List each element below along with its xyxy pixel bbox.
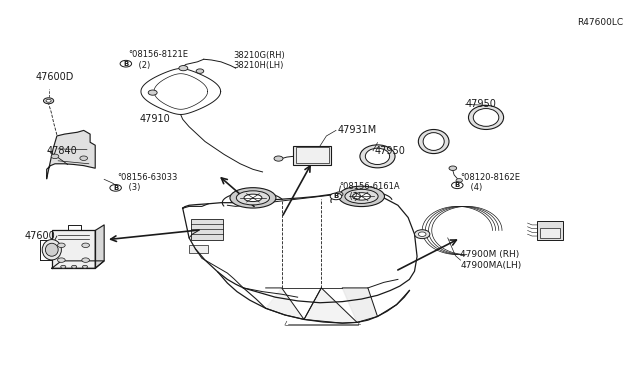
FancyBboxPatch shape: [537, 221, 563, 240]
Circle shape: [44, 98, 54, 104]
Text: 47950: 47950: [466, 99, 497, 109]
Text: °08156-63033
    (3): °08156-63033 (3): [118, 173, 178, 192]
Ellipse shape: [236, 191, 269, 205]
Ellipse shape: [365, 148, 390, 164]
Circle shape: [51, 154, 59, 158]
Ellipse shape: [244, 194, 262, 202]
Circle shape: [330, 193, 342, 200]
Ellipse shape: [473, 109, 499, 126]
Ellipse shape: [419, 129, 449, 154]
Text: 47931M: 47931M: [337, 125, 376, 135]
Text: 47600: 47600: [24, 231, 55, 241]
Circle shape: [46, 99, 51, 102]
FancyBboxPatch shape: [293, 146, 332, 164]
Ellipse shape: [45, 243, 58, 256]
Text: B: B: [454, 182, 460, 188]
Text: R47600LC: R47600LC: [577, 19, 623, 28]
Ellipse shape: [360, 145, 395, 168]
Text: B: B: [333, 193, 339, 199]
FancyBboxPatch shape: [189, 245, 208, 253]
Polygon shape: [342, 288, 378, 323]
Circle shape: [419, 232, 426, 236]
Text: 47900M (RH)
47900MA(LH): 47900M (RH) 47900MA(LH): [461, 250, 522, 270]
Polygon shape: [52, 231, 95, 268]
Circle shape: [82, 258, 90, 262]
Ellipse shape: [339, 186, 385, 206]
Ellipse shape: [423, 133, 444, 150]
Polygon shape: [47, 131, 95, 179]
FancyBboxPatch shape: [191, 219, 223, 240]
Circle shape: [61, 265, 66, 268]
Text: 47950: 47950: [374, 146, 405, 156]
Polygon shape: [52, 261, 104, 268]
Circle shape: [456, 179, 463, 182]
Text: 47910: 47910: [140, 114, 171, 124]
Text: °08120-8162E
    (4): °08120-8162E (4): [461, 173, 520, 192]
Text: 47600D: 47600D: [36, 72, 74, 82]
Circle shape: [72, 265, 77, 268]
Circle shape: [335, 192, 343, 196]
Circle shape: [452, 182, 463, 189]
Text: 47840: 47840: [47, 146, 77, 156]
Ellipse shape: [353, 193, 371, 200]
FancyBboxPatch shape: [296, 147, 329, 163]
Circle shape: [80, 156, 88, 160]
Polygon shape: [266, 288, 304, 320]
Circle shape: [196, 69, 204, 73]
Circle shape: [83, 265, 88, 268]
Text: B: B: [124, 61, 129, 67]
Ellipse shape: [42, 240, 61, 260]
Polygon shape: [304, 288, 357, 323]
Text: 38210G(RH)
38210H(LH): 38210G(RH) 38210H(LH): [234, 51, 285, 70]
Circle shape: [58, 243, 65, 247]
Text: °08156-8121E
    (2): °08156-8121E (2): [129, 50, 188, 70]
Text: °08156-6161A
    (2): °08156-6161A (2): [339, 182, 400, 201]
Polygon shape: [95, 225, 104, 268]
Circle shape: [274, 156, 283, 161]
Circle shape: [179, 65, 188, 71]
Ellipse shape: [230, 187, 276, 208]
Circle shape: [58, 258, 65, 262]
Ellipse shape: [345, 189, 378, 203]
Circle shape: [82, 243, 90, 247]
Text: B: B: [113, 185, 118, 191]
Ellipse shape: [468, 105, 504, 129]
Circle shape: [449, 166, 457, 170]
Circle shape: [120, 60, 132, 67]
Circle shape: [148, 90, 157, 95]
FancyBboxPatch shape: [540, 228, 560, 238]
Circle shape: [415, 230, 430, 238]
Circle shape: [110, 185, 122, 191]
